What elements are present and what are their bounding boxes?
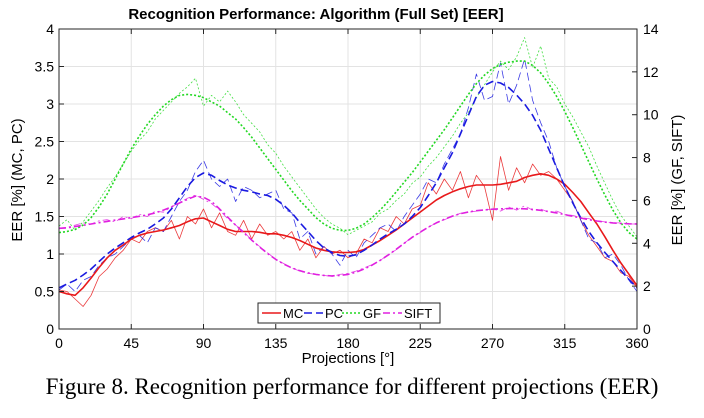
series-sift-trend-line xyxy=(58,195,638,277)
legend-box xyxy=(257,302,441,324)
x-tick-label: 360 xyxy=(625,335,649,351)
x-tick-label: 0 xyxy=(55,335,63,351)
y-left-tick-label: 2.5 xyxy=(35,134,55,150)
y-left-tick-label: 1 xyxy=(46,246,54,262)
chart-title: Recognition Performance: Algorithm (Full… xyxy=(128,6,503,23)
y-right-tick-label: 0 xyxy=(643,321,651,337)
series-gf-raw-line xyxy=(58,37,638,238)
legend-label-gf: GF xyxy=(363,306,381,321)
series-gf-trend-line xyxy=(58,60,638,240)
x-tick-label: 45 xyxy=(123,335,139,351)
x-axis-label: Projections [°] xyxy=(302,350,395,367)
y-right-tick-label: 4 xyxy=(643,235,651,251)
y-right-tick-label: 12 xyxy=(643,64,659,80)
x-tick-label: 90 xyxy=(196,335,212,351)
y-right-axis-ticks: 0 2 4 6 8 10 12 14 xyxy=(632,21,659,337)
line-chart: Recognition Performance: Algorithm (Full… xyxy=(9,6,686,367)
y-right-tick-label: 10 xyxy=(643,107,659,123)
y-left-tick-label: 1.5 xyxy=(35,209,55,225)
y-left-tick-label: 0 xyxy=(46,321,54,337)
y-right-tick-label: 14 xyxy=(643,21,659,37)
series-sift-raw-line xyxy=(58,194,637,277)
series-pc-trend-line xyxy=(58,80,638,289)
legend-label-sift: SIFT xyxy=(404,306,432,321)
legend: MC PC GF SIFT xyxy=(257,302,441,324)
series-mc-trend-line xyxy=(58,173,638,297)
y-left-tick-label: 0.5 xyxy=(35,284,55,300)
x-tick-label: 315 xyxy=(553,335,577,351)
legend-label-pc: PC xyxy=(325,306,343,321)
y-left-tick-label: 4 xyxy=(46,21,54,37)
y-left-axis-label: EER [%] (MC, PC) xyxy=(9,118,26,241)
series-pc-raw-line xyxy=(58,58,638,292)
x-tick-label: 135 xyxy=(264,335,288,351)
y-right-axis-label: EER [%] (GF, SIFT) xyxy=(669,115,686,246)
y-right-tick-label: 2 xyxy=(643,278,651,294)
x-tick-label: 270 xyxy=(481,335,505,351)
x-axis-ticks: 0 45 90 135 180 225 270 315 360 xyxy=(55,29,649,351)
x-tick-label: 180 xyxy=(336,335,360,351)
x-tick-label: 225 xyxy=(409,335,433,351)
legend-label-mc: MC xyxy=(283,306,303,321)
figure-caption: Figure 8. Recognition performance for di… xyxy=(45,374,659,399)
y-right-tick-label: 8 xyxy=(643,150,651,166)
y-left-tick-label: 2 xyxy=(46,171,54,187)
y-left-tick-label: 3 xyxy=(46,96,54,112)
y-left-tick-label: 3.5 xyxy=(35,59,55,75)
y-right-tick-label: 6 xyxy=(643,192,651,208)
series-lines xyxy=(58,37,638,307)
y-left-axis-ticks: 0 0.5 1 1.5 2 2.5 3 3.5 4 xyxy=(35,21,64,337)
